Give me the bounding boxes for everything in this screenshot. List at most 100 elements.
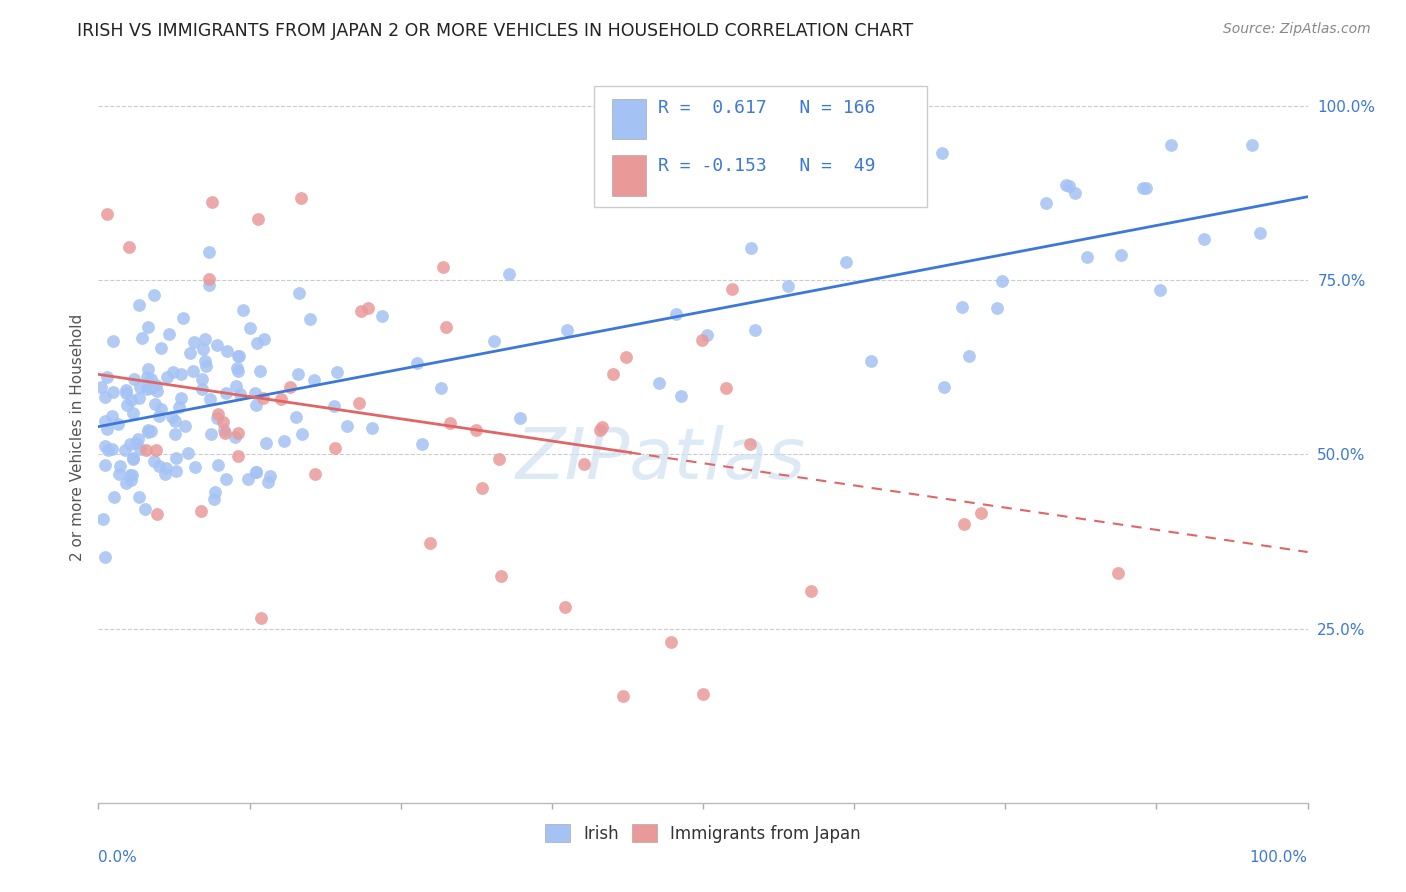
Point [143,397,166,411]
Point [90,379,112,393]
Point [207,458,229,472]
Point [165,464,187,478]
Point [247,212,270,227]
Point [950,300,973,314]
Point [121,452,143,467]
Point [198,244,221,259]
Point [270,392,292,407]
Point [721,282,744,296]
Point [228,387,250,401]
Point [226,449,249,463]
Point [290,191,312,205]
Point [96,207,118,221]
Point [990,274,1012,288]
Point [202,492,225,507]
Point [226,349,249,363]
Point [740,241,762,255]
Point [254,436,277,450]
Point [197,278,219,293]
Point [648,376,671,390]
Point [259,469,281,483]
Point [136,320,159,334]
Point [252,391,274,405]
Point [245,385,267,400]
Point [169,401,191,415]
Point [304,467,326,482]
Point [129,442,152,457]
Point [591,420,613,434]
Point [115,385,138,400]
Point [246,335,269,350]
Point [953,517,976,532]
Point [200,427,222,442]
Point [1064,186,1087,201]
FancyBboxPatch shape [613,155,647,195]
Text: R =  0.617   N = 166: R = 0.617 N = 166 [658,99,876,117]
Point [509,411,531,425]
Point [228,363,250,377]
Point [149,341,172,355]
Point [191,342,214,356]
Point [191,372,214,386]
Point [143,454,166,468]
Point [94,439,117,453]
Point [195,359,218,374]
Point [197,272,219,286]
Point [738,437,761,451]
Point [97,443,120,458]
Point [94,458,117,472]
Point [181,364,204,378]
Point [484,334,506,349]
Point [690,333,713,347]
Point [157,327,180,342]
Point [931,146,953,161]
Point [121,451,143,466]
Point [136,382,159,396]
Point [183,334,205,349]
Point [236,472,259,486]
Point [1160,138,1182,153]
Point [253,332,276,346]
Point [94,390,117,404]
Point [165,451,187,466]
Point [287,367,309,381]
Point [107,467,129,481]
Point [284,410,307,425]
Point [554,600,576,615]
Point [778,279,800,293]
Legend: Irish, Immigrants from Japan: Irish, Immigrants from Japan [538,818,868,849]
Point [120,468,142,483]
Text: R = -0.153   N =  49: R = -0.153 N = 49 [658,158,876,176]
Point [136,362,159,376]
Point [1250,226,1272,240]
Point [212,415,235,429]
Point [325,441,347,455]
Point [163,414,186,428]
Point [190,504,212,518]
Point [669,388,692,402]
Point [439,417,461,431]
Point [214,425,236,440]
Y-axis label: 2 or more Vehicles in Household: 2 or more Vehicles in Household [69,313,84,561]
Point [1241,138,1264,153]
Point [201,194,224,209]
Point [835,255,858,269]
Point [245,465,267,479]
Point [153,467,176,481]
Point [141,381,163,395]
Point [226,361,249,376]
Point [107,417,129,432]
Point [214,423,236,437]
Point [135,369,157,384]
Point [174,418,197,433]
FancyBboxPatch shape [613,99,647,139]
Point [131,331,153,345]
Point [194,332,217,346]
Point [136,425,159,439]
FancyBboxPatch shape [595,86,927,207]
Point [465,423,488,437]
Text: las: las [703,425,806,493]
Point [214,386,236,401]
Point [169,368,191,382]
Point [371,310,394,324]
